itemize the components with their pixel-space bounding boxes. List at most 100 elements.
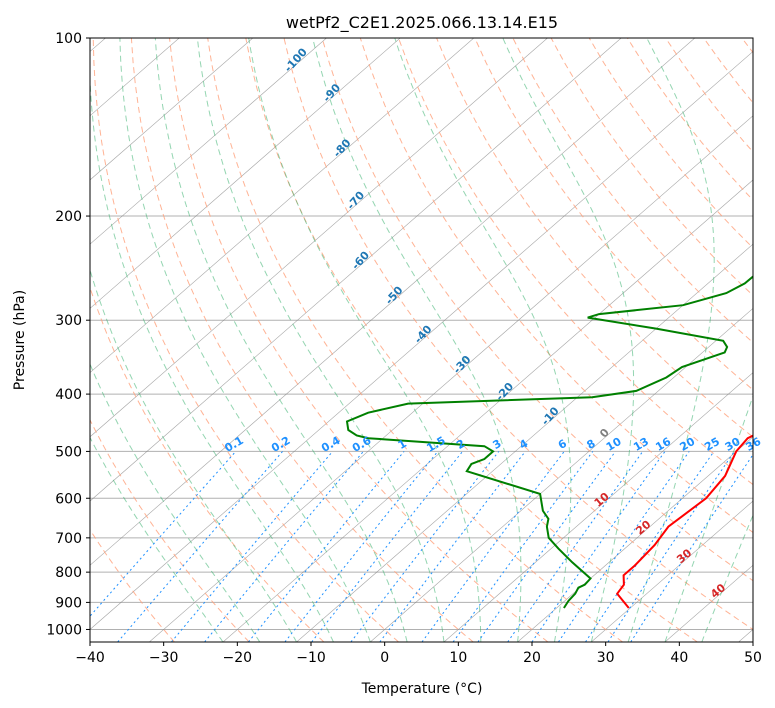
y-tick-label: 900 — [55, 595, 82, 611]
mixing-ratio-line — [350, 451, 500, 642]
dry-adiabat-line — [245, 38, 698, 642]
isotherm-line — [738, 629, 753, 642]
moist-adiabat-line — [627, 38, 715, 642]
line-labels: 0.1 0.2 0.4 0.6 1 1.5 2 3 4 6 8 10 13 16 20 25 30 36-100-… — [222, 45, 763, 601]
y-tick-label: 200 — [55, 209, 82, 225]
moist-adiabat-label: 10 — [592, 490, 612, 510]
mixing-ratio-line — [117, 451, 283, 642]
moist-adiabat-line — [248, 38, 482, 642]
isotherm-line — [90, 38, 253, 181]
mixing-ratio-line — [171, 451, 333, 642]
mixing-ratio-line — [421, 451, 565, 642]
isotherm-line — [443, 372, 753, 642]
y-tick-label: 800 — [55, 565, 82, 581]
dry-adiabat-line — [207, 38, 623, 642]
dry-adiabat-line — [741, 38, 753, 54]
moist-adiabat-line — [90, 66, 334, 642]
dry-adiabat-line — [436, 38, 753, 438]
dry-adiabat-line — [130, 38, 474, 642]
mixing-ratio-line — [248, 451, 405, 642]
dry-adiabat-line — [92, 38, 399, 642]
dry-adiabat-label: -80 — [331, 136, 354, 160]
x-tick-label: −40 — [75, 650, 105, 666]
x-tick-label: 30 — [597, 650, 615, 666]
dry-adiabat-label: -90 — [320, 81, 343, 105]
x-tick-label: 40 — [670, 650, 688, 666]
axis-ticks: −40 −30 −20 −10 0 10 20 30 40 50 100 200 300 400 500 60… — [46, 31, 762, 666]
mixing-ratio-line — [477, 451, 616, 642]
isotherm-line — [90, 38, 622, 502]
mixing-ratio-label: 1 — [396, 437, 409, 452]
x-axis-label: Temperature (°C) — [361, 681, 483, 697]
moist-adiabat-line — [312, 38, 522, 642]
isotherm-line — [90, 38, 474, 374]
x-tick-label: −10 — [296, 650, 326, 666]
dry-adiabat-label: -30 — [451, 353, 474, 377]
dry-adiabat-line — [512, 38, 753, 344]
x-tick-label: 50 — [744, 650, 762, 666]
y-tick-label: 100 — [55, 31, 82, 47]
dry-adiabat-line — [90, 528, 175, 642]
moist-adiabat-line — [119, 38, 371, 642]
mixing-ratio-label: 8 — [584, 437, 597, 452]
x-tick-label: −20 — [223, 650, 253, 666]
profile-lines — [345, 275, 753, 609]
y-tick-label: 1000 — [46, 622, 82, 638]
moist-adiabat-label: 20 — [633, 518, 653, 538]
moist-adiabat-label: 30 — [674, 546, 694, 566]
mixing-ratio-line — [507, 451, 644, 642]
moist-adiabat-line — [664, 394, 753, 642]
dry-adiabat-line — [90, 285, 325, 642]
y-tick-label: 600 — [55, 491, 82, 507]
dry-adiabat-line — [398, 38, 753, 486]
y-tick-label: 300 — [55, 313, 82, 329]
dry-adiabat-label: -10 — [539, 404, 562, 428]
isotherm-line — [591, 500, 753, 642]
x-tick-label: 0 — [380, 650, 389, 666]
dry-adiabat-line — [474, 38, 753, 391]
isotherm-line — [90, 38, 695, 566]
y-axis-label: Pressure (hPa) — [12, 290, 28, 390]
temperature-profile-line — [615, 434, 753, 609]
mixing-ratio-line — [531, 451, 666, 642]
dry-adiabat-line — [90, 418, 250, 642]
y-tick-label: 500 — [55, 444, 82, 460]
dewpoint-profile-line — [345, 275, 753, 609]
isotherm-line — [90, 38, 327, 245]
isotherm-line — [90, 38, 548, 438]
chart-title: wetPf2_C2E1.2025.066.13.14.E15 — [286, 13, 558, 33]
moist-adiabat-line — [701, 513, 753, 642]
dry-adiabat-label: -60 — [349, 249, 372, 273]
moist-adiabat-line — [196, 38, 445, 642]
mixing-ratio-line — [452, 451, 594, 642]
mixing-ratio-line — [630, 453, 753, 642]
mixing-ratio-line — [204, 451, 364, 642]
dry-adiabat-label: -100 — [282, 45, 310, 74]
mixing-ratio-label: 6 — [556, 437, 569, 452]
mixing-ratio-line — [585, 451, 715, 642]
background-lines — [90, 38, 753, 642]
x-tick-label: −30 — [149, 650, 179, 666]
dry-adiabat-line — [321, 38, 753, 582]
isotherm-line — [149, 115, 753, 642]
dry-adiabat-line — [283, 38, 753, 631]
isotherm-line — [90, 38, 401, 309]
moist-adiabat-line — [90, 268, 298, 642]
moist-adiabat-line — [154, 38, 408, 642]
moist-adiabat-line — [502, 38, 635, 642]
dry-adiabat-label: -70 — [344, 189, 367, 213]
mixing-ratio-line — [90, 451, 237, 617]
y-tick-label: 400 — [55, 387, 82, 403]
plot-frame — [89, 37, 754, 643]
isotherm-line — [222, 179, 753, 642]
isotherm-line — [517, 436, 753, 642]
dry-adiabat-label: -50 — [383, 284, 406, 308]
moist-adiabat-line — [90, 436, 224, 642]
isotherm-line — [296, 243, 753, 642]
dry-adiabat-line — [550, 38, 753, 297]
moist-adiabat-line — [90, 362, 261, 642]
x-tick-label: 10 — [449, 650, 467, 666]
mixing-ratio-line — [607, 451, 735, 642]
y-tick-label: 700 — [55, 531, 82, 547]
